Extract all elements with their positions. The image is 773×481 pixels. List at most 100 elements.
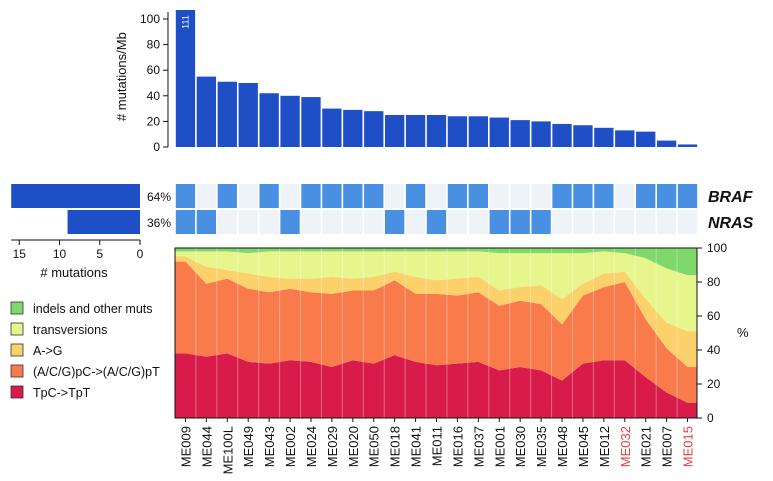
burden-bar bbox=[594, 127, 614, 147]
burden-bar bbox=[238, 83, 258, 147]
spectrum-y-tick-label: 0 bbox=[707, 411, 714, 425]
category-label: ME050 bbox=[367, 426, 382, 467]
legend-swatch bbox=[10, 343, 24, 357]
status-cell bbox=[280, 184, 300, 208]
status-cell bbox=[489, 184, 509, 208]
count-x-tick-label: 5 bbox=[96, 247, 103, 261]
status-cell bbox=[280, 210, 300, 234]
status-cell bbox=[573, 210, 593, 234]
spectrum-y-axis-label: % bbox=[737, 325, 749, 340]
spectrum-y-tick-label: 80 bbox=[707, 275, 721, 289]
gene-label: NRAS bbox=[708, 215, 754, 232]
status-cell bbox=[238, 184, 258, 208]
status-cell bbox=[322, 210, 342, 234]
status-cell bbox=[196, 184, 217, 208]
status-cell bbox=[217, 210, 237, 234]
burden-bar bbox=[217, 81, 237, 147]
burden-y-tick-label: 60 bbox=[147, 63, 161, 77]
category-label: ME015 bbox=[681, 426, 696, 467]
category-label: ME011 bbox=[430, 426, 445, 466]
count-bar bbox=[67, 210, 140, 234]
status-cell bbox=[385, 184, 405, 208]
count-bar bbox=[11, 184, 141, 208]
burden-bar-value-label: 111 bbox=[180, 15, 190, 29]
spectrum-area-tpc-tpt bbox=[175, 353, 697, 418]
status-cell bbox=[615, 210, 635, 234]
legend-swatch bbox=[10, 301, 24, 315]
burden-bar bbox=[405, 115, 426, 147]
count-x-tick-label: 0 bbox=[137, 247, 144, 261]
status-cell bbox=[615, 184, 635, 208]
burden-bar bbox=[322, 108, 342, 147]
status-cell bbox=[468, 210, 488, 234]
category-label: ME002 bbox=[283, 426, 298, 467]
status-cell bbox=[196, 210, 217, 234]
spectrum-area-transversions bbox=[175, 251, 697, 332]
category-label: ME012 bbox=[597, 426, 612, 467]
status-cell bbox=[259, 210, 279, 234]
burden-y-tick-label: 0 bbox=[153, 140, 160, 154]
count-x-axis-label: # mutations bbox=[40, 265, 108, 280]
category-label: ME030 bbox=[513, 426, 528, 467]
category-label: ME035 bbox=[534, 426, 549, 467]
status-cell bbox=[385, 210, 405, 234]
category-label: ME100L bbox=[220, 426, 235, 474]
status-cell bbox=[364, 210, 384, 234]
status-cell bbox=[552, 210, 572, 234]
status-cell bbox=[573, 184, 593, 208]
status-cell bbox=[636, 210, 656, 234]
status-cell bbox=[175, 210, 196, 234]
category-label: ME032 bbox=[618, 426, 633, 467]
status-cell bbox=[510, 184, 530, 208]
burden-bar bbox=[531, 121, 551, 147]
burden-bar bbox=[196, 76, 217, 147]
burden-bar bbox=[656, 140, 677, 147]
category-label: ME018 bbox=[388, 426, 403, 467]
status-cell bbox=[552, 184, 572, 208]
category-label: ME048 bbox=[555, 426, 570, 467]
legend-swatch bbox=[10, 322, 24, 336]
status-cell bbox=[677, 210, 698, 234]
burden-y-tick-label: 20 bbox=[147, 114, 161, 128]
burden-bar bbox=[364, 111, 384, 147]
burden-bar bbox=[489, 117, 509, 147]
status-cell bbox=[405, 210, 426, 234]
category-label: ME043 bbox=[262, 426, 277, 467]
legend-swatch bbox=[10, 385, 24, 399]
status-cell bbox=[531, 210, 551, 234]
status-cell bbox=[343, 184, 363, 208]
status-cell bbox=[636, 184, 656, 208]
burden-bar bbox=[259, 93, 279, 147]
status-cell bbox=[364, 184, 384, 208]
status-cell bbox=[259, 184, 279, 208]
status-percent-label: 64% bbox=[147, 190, 171, 204]
spectrum-y-tick-label: 100 bbox=[707, 241, 727, 255]
legend-swatch bbox=[10, 364, 24, 378]
category-label: ME029 bbox=[325, 426, 340, 467]
burden-y-tick-label: 40 bbox=[147, 89, 161, 103]
status-cell bbox=[447, 210, 468, 234]
category-label: ME001 bbox=[492, 426, 507, 467]
category-label: ME041 bbox=[409, 426, 424, 467]
status-cell bbox=[405, 184, 426, 208]
burden-bar bbox=[280, 95, 300, 147]
spectrum-y-tick-label: 60 bbox=[707, 309, 721, 323]
status-cell bbox=[343, 210, 363, 234]
status-cell bbox=[468, 184, 488, 208]
category-label: ME037 bbox=[471, 426, 486, 467]
burden-bar bbox=[385, 115, 405, 147]
status-cell bbox=[175, 184, 196, 208]
gene-label: BRAF bbox=[708, 189, 754, 206]
status-cell bbox=[238, 210, 258, 234]
status-percent-label: 36% bbox=[147, 216, 171, 230]
burden-y-tick-label: 80 bbox=[147, 38, 161, 52]
burden-bar bbox=[426, 115, 447, 147]
category-label: ME021 bbox=[639, 426, 654, 467]
burden-bar bbox=[573, 125, 593, 147]
category-label: ME016 bbox=[450, 426, 465, 467]
status-cell bbox=[301, 184, 321, 208]
burden-y-axis-label: # mutations/Mb bbox=[114, 32, 129, 121]
status-cell bbox=[217, 184, 237, 208]
burden-y-tick-label: 100 bbox=[140, 12, 160, 26]
burden-bar bbox=[677, 144, 698, 147]
